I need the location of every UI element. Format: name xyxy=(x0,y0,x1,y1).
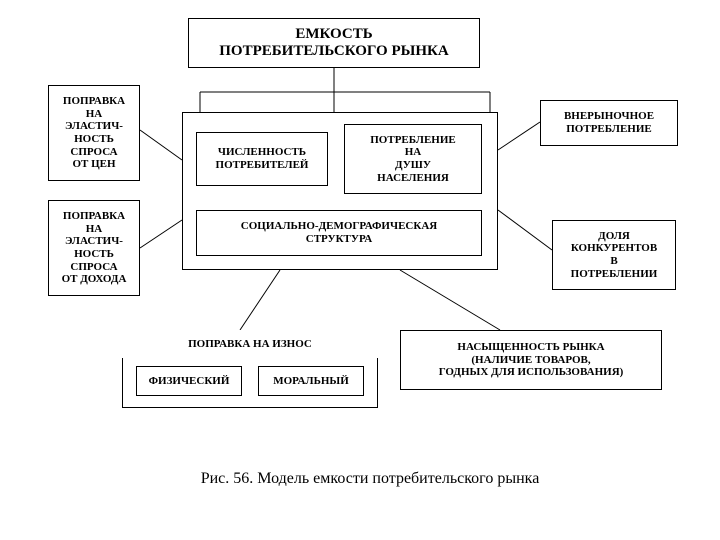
node-title-label: ЕМКОСТЬПОТРЕБИТЕЛЬСКОГО РЫНКА xyxy=(219,26,448,61)
node-label: ВНЕРЫНОЧНОЕПОТРЕБЛЕНИЕ xyxy=(564,110,654,135)
node-label: ПОПРАВКАНАЭЛАСТИЧ-НОСТЬСПРОСАОТ ДОХОДА xyxy=(62,210,127,286)
node-wear-title: ПОПРАВКА НА ИЗНОС xyxy=(122,330,378,358)
node-label: НАСЫЩЕННОСТЬ РЫНКА(НАЛИЧИЕ ТОВАРОВ,ГОДНЫ… xyxy=(439,341,624,379)
node-label: ПОПРАВКА НА ИЗНОС xyxy=(188,338,312,351)
node-title: ЕМКОСТЬПОТРЕБИТЕЛЬСКОГО РЫНКА xyxy=(188,18,480,68)
node-label: ДОЛЯКОНКУРЕНТОВВПОТРЕБЛЕНИИ xyxy=(571,230,658,281)
node-label: МОРАЛЬНЫЙ xyxy=(273,375,349,388)
diagram-canvas: ЕМКОСТЬПОТРЕБИТЕЛЬСКОГО РЫНКА ПОПРАВКАНА… xyxy=(0,0,720,540)
node-label: ПОТРЕБЛЕНИЕНАДУШУНАСЕЛЕНИЯ xyxy=(370,134,456,185)
node-wear-physical: ФИЗИЧЕСКИЙ xyxy=(136,366,242,396)
node-consumer-count: ЧИСЛЕННОСТЬПОТРЕБИТЕЛЕЙ xyxy=(196,132,328,186)
node-elasticity-income: ПОПРАВКАНАЭЛАСТИЧ-НОСТЬСПРОСАОТ ДОХОДА xyxy=(48,200,140,296)
node-label: СОЦИАЛЬНО-ДЕМОГРАФИЧЕСКАЯСТРУКТУРА xyxy=(241,220,437,245)
node-label: ФИЗИЧЕСКИЙ xyxy=(149,375,230,388)
node-competitor-share: ДОЛЯКОНКУРЕНТОВВПОТРЕБЛЕНИИ xyxy=(552,220,676,290)
node-nonmarket-consumption: ВНЕРЫНОЧНОЕПОТРЕБЛЕНИЕ xyxy=(540,100,678,146)
caption-text: Рис. 56. Модель емкости потребительского… xyxy=(201,470,540,487)
node-per-capita: ПОТРЕБЛЕНИЕНАДУШУНАСЕЛЕНИЯ xyxy=(344,124,482,194)
node-label: ПОПРАВКАНАЭЛАСТИЧ-НОСТЬСПРОСАОТ ЦЕН xyxy=(63,95,125,171)
node-label: ЧИСЛЕННОСТЬПОТРЕБИТЕЛЕЙ xyxy=(216,146,309,171)
node-saturation: НАСЫЩЕННОСТЬ РЫНКА(НАЛИЧИЕ ТОВАРОВ,ГОДНЫ… xyxy=(400,330,662,390)
node-elasticity-price: ПОПРАВКАНАЭЛАСТИЧ-НОСТЬСПРОСАОТ ЦЕН xyxy=(48,85,140,181)
node-socio-demographic: СОЦИАЛЬНО-ДЕМОГРАФИЧЕСКАЯСТРУКТУРА xyxy=(196,210,482,256)
node-wear-moral: МОРАЛЬНЫЙ xyxy=(258,366,364,396)
figure-caption: Рис. 56. Модель емкости потребительского… xyxy=(170,470,570,488)
